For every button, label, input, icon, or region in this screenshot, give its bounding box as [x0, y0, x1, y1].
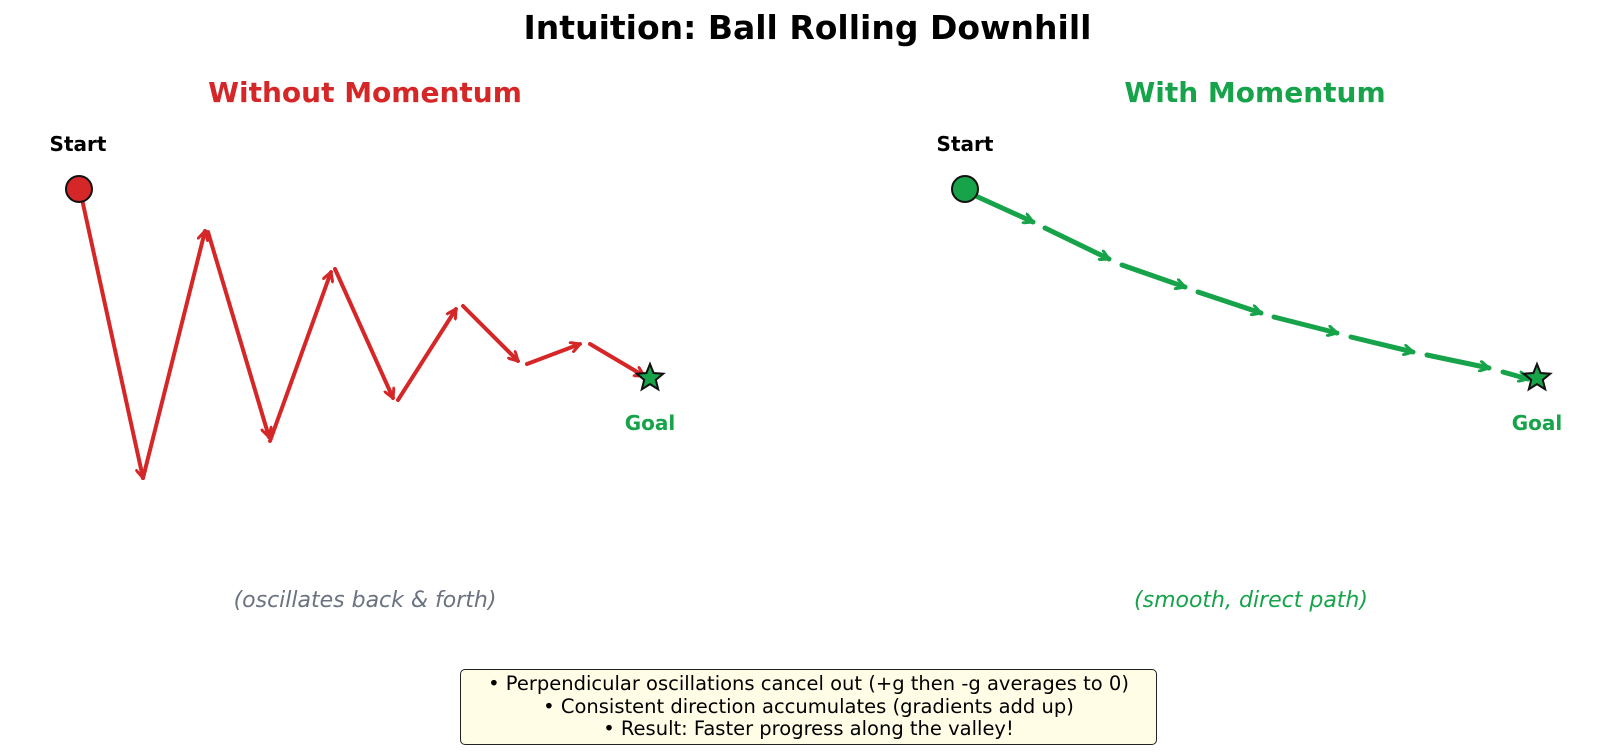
main-title: Intuition: Ball Rolling Downhill: [523, 8, 1092, 47]
right-path-segment: [1424, 352, 1492, 368]
right-caption: (smooth, direct path): [1134, 588, 1368, 613]
right-goal-label: Goal: [1512, 411, 1563, 435]
left-path-segment: [396, 307, 458, 402]
summary-note-line: • Consistent direction accumulates (grad…: [543, 694, 1074, 718]
right-path-segment: [964, 189, 1036, 225]
right-start-ball: [951, 175, 979, 203]
left-path-segment: [525, 344, 582, 366]
left-goal-label: Goal: [625, 411, 676, 435]
summary-note-line: • Perpendicular oscillations cancel out …: [488, 672, 1129, 695]
right-path-segment: [1348, 334, 1416, 352]
right-path-segment: [1195, 289, 1264, 313]
right-path: [964, 189, 1531, 379]
left-path-segment: [268, 270, 331, 443]
left-path-segment: [461, 304, 520, 363]
left-path-segment: [588, 342, 646, 378]
left-start-label: Start: [50, 132, 107, 156]
summary-note-line: • Result: Faster progress along the vall…: [603, 717, 1014, 740]
left-panel-title: Without Momentum: [208, 76, 522, 109]
left-start-ball: [65, 175, 93, 203]
right-start-label: Start: [937, 132, 994, 156]
right-goal-star-icon: [1521, 361, 1553, 392]
right-path-segment: [1119, 262, 1188, 287]
left-path: [78, 188, 646, 480]
right-path-segment: [1271, 314, 1340, 333]
left-caption: (oscillates back & forth): [234, 588, 497, 613]
summary-note-box: • Perpendicular oscillations cancel out …: [460, 669, 1157, 745]
left-path-segment: [333, 267, 393, 400]
left-goal-star-icon: [634, 361, 666, 392]
right-panel-title: With Momentum: [1124, 76, 1386, 109]
left-path-segment: [78, 188, 143, 480]
right-path-segment: [1500, 369, 1531, 379]
left-path-segment: [141, 229, 205, 480]
left-path-segment: [206, 230, 269, 439]
right-path-segment: [1042, 225, 1112, 262]
